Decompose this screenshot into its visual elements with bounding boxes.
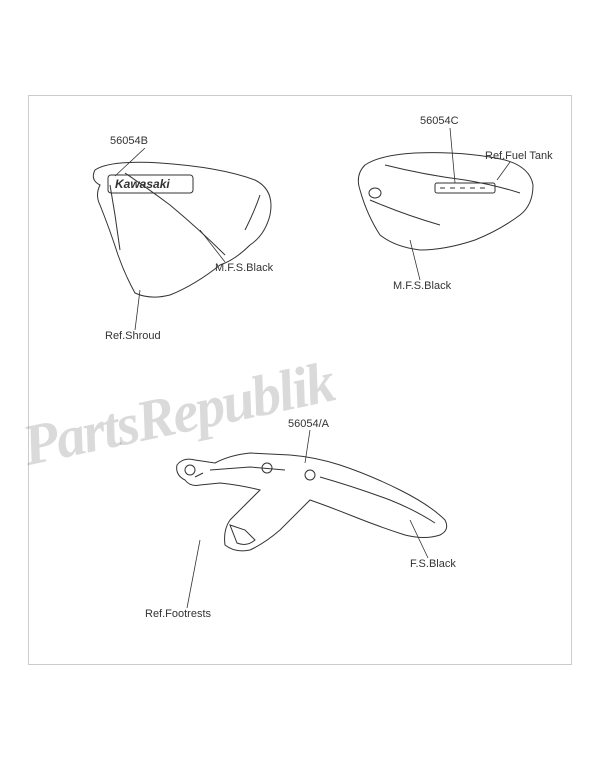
leader-shroud-color	[200, 230, 230, 265]
leader-tank-color	[400, 240, 425, 282]
leader-56054a	[300, 430, 320, 465]
leader-footrest-color	[408, 520, 433, 560]
leader-ref-footrest	[185, 540, 205, 610]
callout-56054c: 56054C	[420, 115, 459, 127]
diagram-container: Kawasaki 56054B M.F.S.Black Ref.Shroud 5…	[0, 0, 600, 775]
callout-56054b: 56054B	[110, 135, 148, 147]
leader-56054b	[110, 148, 150, 178]
callout-56054a: 56054/A	[288, 418, 329, 430]
brand-logo-text: Kawasaki	[115, 177, 170, 191]
ref-fuel-tank: Ref.Fuel Tank	[485, 150, 553, 162]
leader-ref-shroud	[130, 290, 150, 332]
leader-56054c	[440, 128, 460, 183]
leader-ref-tank	[495, 162, 515, 182]
